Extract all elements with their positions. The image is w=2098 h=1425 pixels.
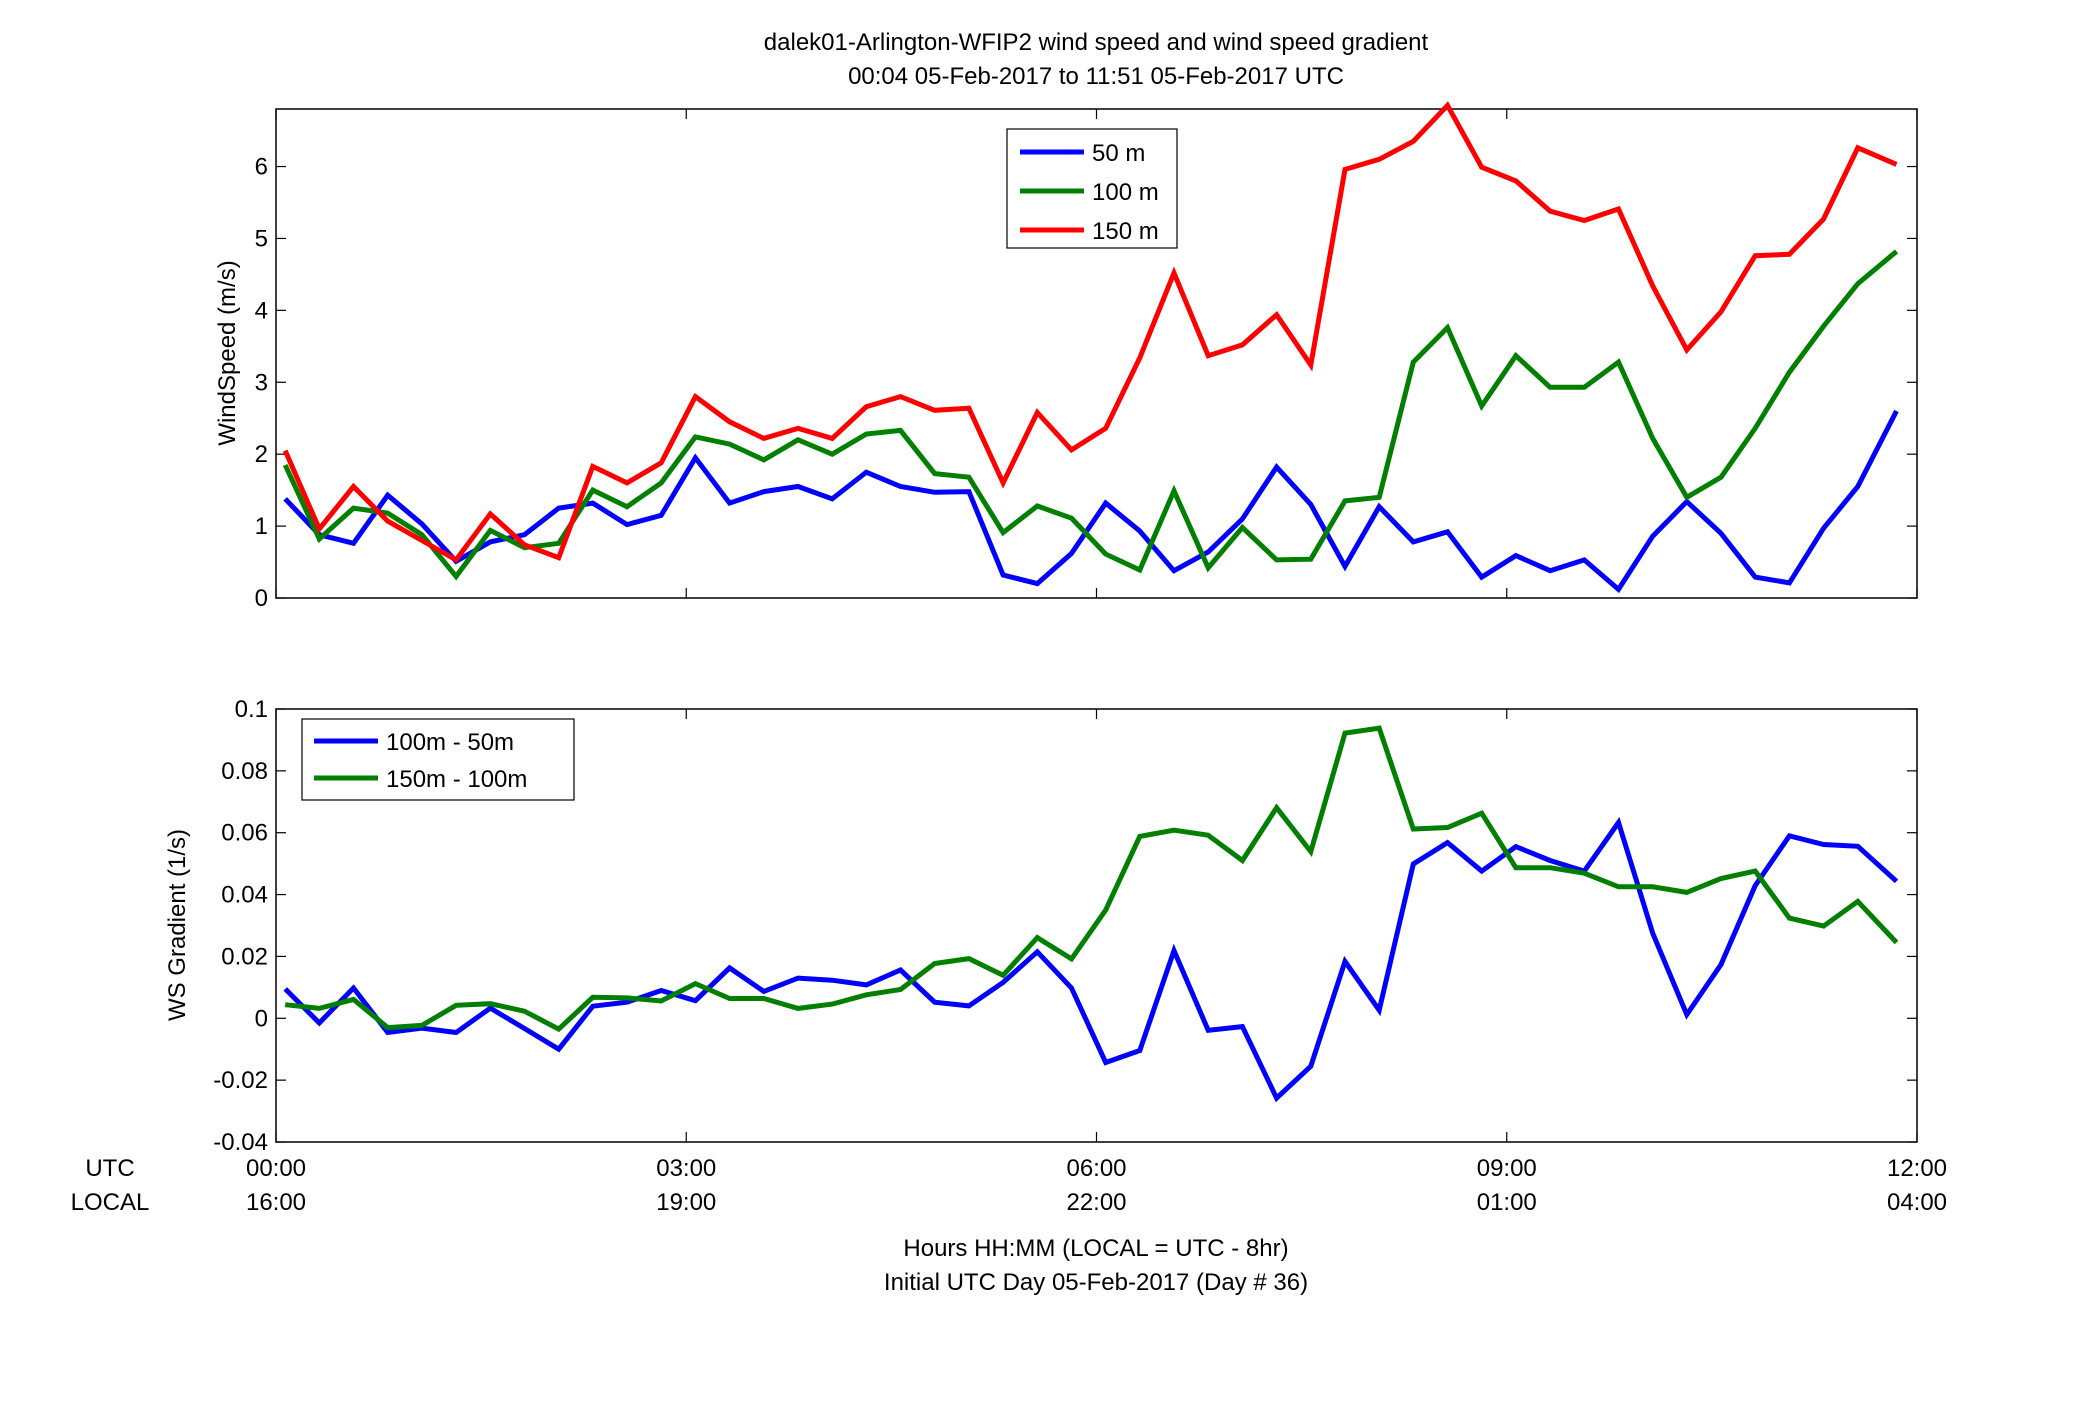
x-tick-label-utc: 06:00 bbox=[1066, 1155, 1126, 1182]
windspeed-y-tick-label: 2 bbox=[255, 441, 268, 468]
x-axis-label-line2: Initial UTC Day 05-Feb-2017 (Day # 36) bbox=[884, 1269, 1308, 1296]
gradient-y-ticks: -0.04 -0.02 0 0.02 0.04 0.06 0.08 0.1 bbox=[213, 696, 1917, 1156]
x-tick-labels: 00:00 16:00 03:00 19:00 06:00 22:00 09:00 01:00… bbox=[246, 1155, 1947, 1216]
series-line-150-m bbox=[282, 101, 1898, 564]
windspeed-y-tick-label: 5 bbox=[255, 225, 268, 252]
x-tick-label-utc: 09:00 bbox=[1477, 1155, 1537, 1182]
x-tick-label-local: 01:00 bbox=[1477, 1189, 1537, 1216]
gradient-y-tick-label: 0.1 bbox=[235, 696, 268, 723]
legend-label-50m: 50 m bbox=[1092, 140, 1145, 167]
gradient-y-tick-label: 0.08 bbox=[221, 758, 268, 785]
series-line-100-m bbox=[282, 249, 1899, 581]
x-tick-label-local: 19:00 bbox=[656, 1189, 716, 1216]
x-tick-label-utc: 00:00 bbox=[246, 1155, 306, 1182]
windspeed-panel: 0 1 2 3 4 5 6 WindSpeed (m/s) 50 m 100 m 150 m bbox=[214, 101, 1918, 612]
x-tick-label-local: 22:00 bbox=[1066, 1189, 1126, 1216]
windspeed-y-tick-label: 1 bbox=[255, 513, 268, 540]
series-line-100m-50m bbox=[283, 816, 1899, 1103]
x-axis-label-line1: Hours HH:MM (LOCAL = UTC - 8hr) bbox=[903, 1235, 1288, 1262]
windspeed-y-tick-label: 0 bbox=[255, 585, 268, 612]
gradient-series-lines bbox=[283, 725, 1899, 1103]
series-line-150m-100m bbox=[284, 725, 1899, 1033]
legend-label-150m-100m: 150m - 100m bbox=[386, 766, 527, 793]
gradient-y-tick-label: 0.02 bbox=[221, 943, 268, 970]
x-tick-label-utc: 12:00 bbox=[1887, 1155, 1947, 1182]
windspeed-y-axis-label: WindSpeed (m/s) bbox=[214, 260, 241, 445]
windspeed-y-tick-label: 4 bbox=[255, 297, 268, 324]
figure-title-line2: 00:04 05-Feb-2017 to 11:51 05-Feb-2017 U… bbox=[848, 63, 1344, 90]
gradient-y-tick-label: 0.04 bbox=[221, 882, 268, 909]
legend-label-100m: 100 m bbox=[1092, 179, 1159, 206]
gradient-y-axis-label: WS Gradient (1/s) bbox=[164, 829, 191, 1021]
legend-label-150m: 150 m bbox=[1092, 218, 1159, 245]
gradient-legend: 100m - 50m 150m - 100m bbox=[301, 718, 575, 801]
figure-title-line1: dalek01-Arlington-WFIP2 wind speed and w… bbox=[764, 29, 1429, 56]
gradient-y-tick-label: 0.06 bbox=[221, 820, 268, 847]
gradient-y-tick-label: -0.02 bbox=[213, 1067, 268, 1094]
series-line-50-m bbox=[283, 409, 1899, 594]
windspeed-series-lines bbox=[282, 101, 1899, 594]
x-tick-label-utc: 03:00 bbox=[656, 1155, 716, 1182]
windspeed-y-tick-label: 3 bbox=[255, 369, 268, 396]
x-row-label-utc: UTC bbox=[85, 1155, 134, 1182]
windspeed-y-tick-label: 6 bbox=[255, 154, 268, 181]
gradient-legend-box bbox=[301, 718, 575, 801]
gradient-y-tick-label: 0 bbox=[255, 1005, 268, 1032]
legend-label-100m-50m: 100m - 50m bbox=[386, 729, 514, 756]
x-row-label-local: LOCAL bbox=[71, 1189, 150, 1216]
windspeed-x-ticks bbox=[275, 109, 1918, 598]
gradient-panel: -0.04 -0.02 0 0.02 0.04 0.06 0.08 0.1 WS Gradie… bbox=[164, 696, 1918, 1156]
gradient-x-ticks bbox=[275, 709, 1918, 1142]
x-tick-label-local: 04:00 bbox=[1887, 1189, 1947, 1216]
gradient-y-tick-label: -0.04 bbox=[213, 1129, 268, 1156]
windspeed-legend: 50 m 100 m 150 m bbox=[1006, 128, 1178, 249]
x-tick-label-local: 16:00 bbox=[246, 1189, 306, 1216]
